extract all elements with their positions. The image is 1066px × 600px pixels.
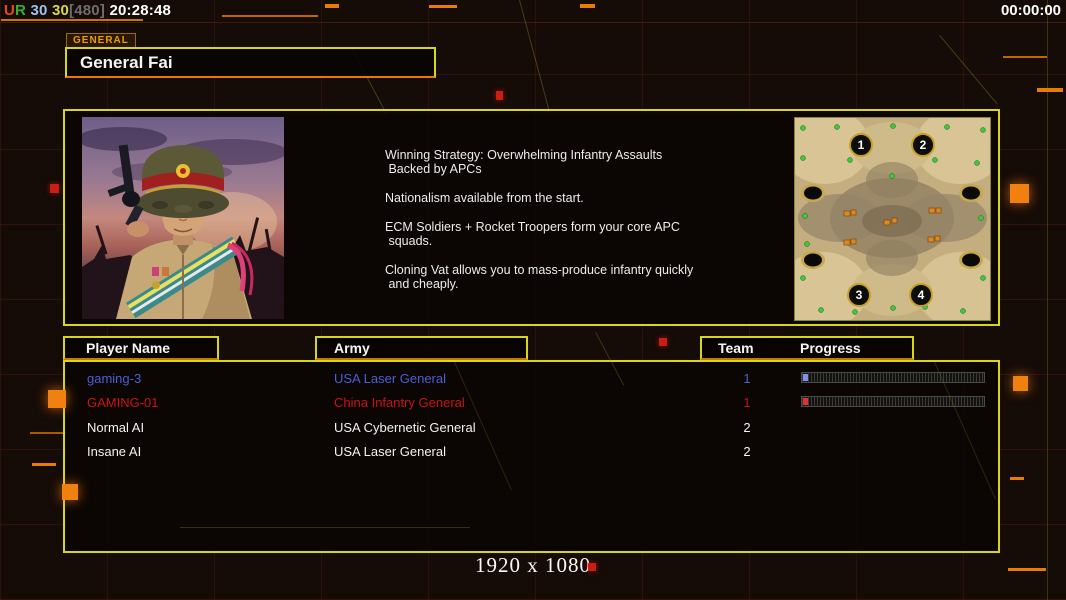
progress-bar-fill	[803, 398, 809, 405]
strategy-paragraph: Nationalism available from the start.	[385, 191, 725, 205]
decoration-square	[1013, 376, 1028, 391]
decoration-dash	[429, 5, 457, 8]
gentool-underline	[1, 19, 143, 21]
decoration-square	[659, 338, 667, 346]
strategy-paragraph: Winning Strategy: Overwhelming Infantry …	[385, 148, 725, 176]
decoration-square	[496, 91, 503, 100]
player-table-panel: gaming-3 USA Laser General 1 GAMING-01 C…	[63, 360, 1000, 553]
start-position-1: 1	[858, 138, 865, 152]
decoration-line	[1003, 56, 1047, 58]
strategy-paragraph: Cloning Vat allows you to mass-produce i…	[385, 263, 725, 291]
resolution-text: 1920 x 1080	[475, 553, 591, 577]
general-tab-label: GENERAL	[66, 33, 136, 48]
decoration-square	[48, 390, 66, 408]
player-team: 2	[743, 420, 751, 435]
decoration-dash	[580, 4, 595, 8]
player-name: Insane AI	[87, 444, 142, 459]
strategy-text: Winning Strategy: Overwhelming Infantry …	[385, 148, 725, 306]
strategy-line: ECM Soldiers + Rocket Troopers form your…	[385, 220, 680, 234]
gentool-overlay: UR 30 30[480] 20:28:48	[4, 2, 171, 19]
decoration-square	[50, 184, 59, 193]
decoration-square	[62, 484, 78, 500]
player-name: GAMING-01	[87, 395, 159, 410]
start-position-2: 2	[920, 138, 927, 152]
header-team-progress: Team Progress	[700, 336, 914, 360]
progress-bar	[801, 372, 985, 383]
progress-bar-fill	[803, 374, 809, 381]
map-preview: 1 2 3 4	[778, 108, 1006, 328]
start-position-4: 4	[918, 288, 925, 302]
gentool-fps: 30	[30, 2, 48, 19]
strategy-line: squads.	[385, 234, 433, 248]
table-row: Insane AI USA Laser General 2	[65, 441, 998, 465]
header-player-name-label: Player Name	[86, 340, 171, 356]
player-army: USA Laser General	[334, 444, 447, 459]
general-portrait	[77, 117, 287, 319]
strategy-line: and cheaply.	[385, 277, 459, 291]
decoration-line	[180, 527, 470, 528]
general-info-panel: Winning Strategy: Overwhelming Infantry …	[63, 108, 1006, 328]
decoration-dash	[32, 463, 56, 466]
player-team: 1	[743, 371, 751, 386]
player-army: USA Laser General	[334, 371, 447, 386]
strategy-line: Winning Strategy: Overwhelming Infantry …	[385, 148, 663, 162]
decoration-diagonal	[939, 35, 998, 105]
decoration-square	[1010, 184, 1029, 203]
table-row: gaming-3 USA Laser General 1	[65, 368, 998, 392]
decoration-line	[0, 22, 1066, 23]
strategy-line: Nationalism available from the start.	[385, 191, 584, 205]
player-team: 2	[743, 444, 751, 459]
strategy-line: Cloning Vat allows you to mass-produce i…	[385, 263, 694, 277]
progress-bar	[801, 396, 985, 407]
decoration-dash	[1008, 568, 1046, 571]
header-team-label: Team	[718, 340, 754, 356]
header-progress-label: Progress	[800, 340, 861, 356]
gentool-r: R	[15, 2, 27, 19]
general-portrait-art	[77, 117, 287, 319]
decoration-square	[588, 563, 596, 571]
player-name: gaming-3	[87, 371, 142, 386]
general-name: General Fai	[80, 53, 173, 72]
player-army: China Infantry General	[334, 395, 465, 410]
decoration-dash	[1010, 477, 1024, 480]
player-army: USA Cybernetic General	[334, 420, 476, 435]
header-army-label: Army	[334, 340, 370, 356]
top-bar: UR 30 30[480] 20:28:48 00:00:00	[0, 0, 1066, 22]
start-position-3: 3	[856, 288, 863, 302]
strategy-paragraph: ECM Soldiers + Rocket Troopers form your…	[385, 220, 725, 248]
map-preview-art: 1 2 3 4	[778, 108, 1006, 328]
gentool-u: U	[4, 2, 16, 19]
table-row: Normal AI USA Cybernetic General 2	[65, 417, 998, 441]
decoration-line	[1047, 0, 1048, 600]
match-timer: 00:00:00	[1000, 2, 1061, 19]
gentool-res-tag: [480]	[69, 2, 106, 19]
strategy-line: Backed by APCs	[385, 162, 482, 176]
decoration-line	[30, 432, 66, 434]
general-name-box: General Fai	[65, 47, 436, 78]
gentool-clock: 20:28:48	[109, 2, 172, 19]
player-team: 1	[743, 395, 751, 410]
player-name: Normal AI	[87, 420, 145, 435]
gentool-fps-cap: 30	[51, 2, 70, 19]
table-row: GAMING-01 China Infantry General 1	[65, 392, 998, 416]
header-player-name: Player Name	[63, 336, 219, 360]
decoration-dash	[325, 4, 339, 8]
header-army: Army	[315, 336, 528, 360]
decoration-line	[222, 15, 318, 17]
decoration-dash	[1037, 88, 1063, 92]
